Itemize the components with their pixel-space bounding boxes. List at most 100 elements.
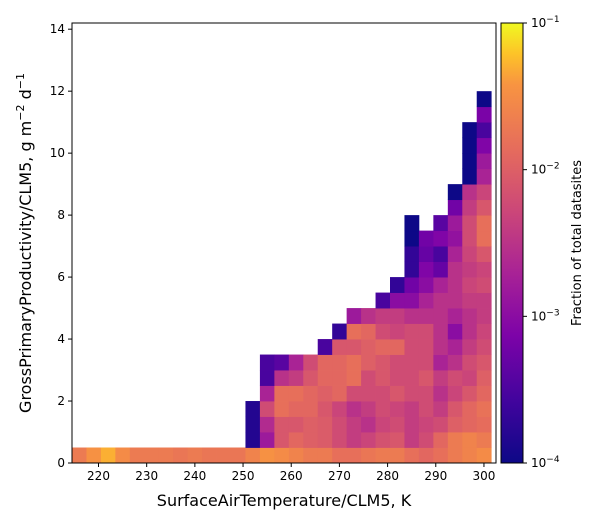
y-tick-label: 2 xyxy=(57,394,65,408)
x-tick-label: 250 xyxy=(232,469,255,483)
heatmap-cell xyxy=(476,432,492,448)
heatmap-cell xyxy=(303,370,319,386)
heatmap-cell xyxy=(447,215,463,232)
heatmap-cell xyxy=(361,370,376,386)
heatmap-cell xyxy=(462,292,478,309)
heatmap-cell xyxy=(447,447,463,464)
heatmap-cell xyxy=(404,339,420,355)
heatmap-cell xyxy=(476,137,492,154)
heatmap-cell xyxy=(447,370,463,386)
colorbar-tick-label: 10−1 xyxy=(531,15,560,30)
colorbar-tick-label: 10−2 xyxy=(531,162,560,177)
heatmap-cell xyxy=(317,416,333,433)
heatmap-cell xyxy=(332,432,348,448)
heatmap-cell xyxy=(433,277,449,293)
heatmap-cell xyxy=(433,447,449,464)
heatmap-cell xyxy=(274,370,290,386)
heatmap-cell xyxy=(447,261,463,278)
heatmap-cell xyxy=(418,432,434,448)
heatmap-cell xyxy=(346,432,362,448)
heatmap-cell xyxy=(476,370,492,386)
heatmap-cell xyxy=(259,370,275,386)
heatmap-cell xyxy=(462,153,478,170)
heatmap-cell xyxy=(375,416,391,433)
heatmap-cell xyxy=(462,277,478,293)
heatmap-cell xyxy=(462,370,478,386)
heatmap-cell xyxy=(245,432,261,448)
y-tick-label: 8 xyxy=(57,208,65,222)
heatmap-cell xyxy=(245,416,261,433)
heatmap-cell xyxy=(404,277,420,293)
x-tick-label: 300 xyxy=(473,469,496,483)
heatmap-cell xyxy=(404,401,420,417)
heatmap-cell xyxy=(418,354,434,371)
heatmap-cell xyxy=(346,416,362,433)
heatmap-cell xyxy=(361,339,376,355)
heatmap-cell xyxy=(332,323,348,340)
heatmap-cell xyxy=(433,339,449,355)
heatmap-cell xyxy=(476,416,492,433)
heatmap-cell xyxy=(476,184,492,201)
y-axis-label-mid: d xyxy=(16,89,35,104)
heatmap-cell xyxy=(418,447,434,464)
heatmap-cell xyxy=(361,432,376,448)
heatmap-cell xyxy=(332,416,348,433)
heatmap-cell xyxy=(375,308,391,324)
heatmap-cell xyxy=(476,323,492,340)
heatmap-cell xyxy=(462,184,478,201)
heatmap-cell xyxy=(390,308,405,324)
heatmap-cell xyxy=(418,323,434,340)
heatmap-cell xyxy=(317,401,333,417)
heatmap-cell xyxy=(462,168,478,185)
heatmap-cell xyxy=(245,401,261,417)
y-axis: 0 2 4 6 8 10 12 14 xyxy=(50,22,72,470)
heatmap-cell xyxy=(346,401,362,417)
y-axis-label-exp1: −2 xyxy=(14,105,27,121)
y-tick-label: 14 xyxy=(50,22,65,36)
x-tick-label: 270 xyxy=(328,469,351,483)
heatmap-cell xyxy=(447,354,463,371)
heatmap-cell xyxy=(462,122,478,139)
heatmap-cell xyxy=(332,339,348,355)
heatmap-cell xyxy=(433,215,449,232)
heatmap-cell xyxy=(462,230,478,247)
heatmap-cell xyxy=(476,168,492,185)
heatmap-cell xyxy=(476,447,492,464)
heatmap-cell xyxy=(245,447,261,464)
heatmap-cell xyxy=(332,354,348,371)
heatmap-cell xyxy=(462,246,478,262)
heatmap-cell xyxy=(259,447,275,464)
heatmap-cell xyxy=(404,370,420,386)
heatmap-cell xyxy=(274,416,290,433)
heatmap-cell xyxy=(418,401,434,417)
y-axis-label-main: GrossPrimaryProductivity/CLM5, g m xyxy=(16,121,35,413)
colorbar-ticks: 10−4 10−3 10−2 10−1 xyxy=(523,15,560,470)
heatmap-cell xyxy=(346,308,362,324)
heatmap-cell xyxy=(288,432,304,448)
heatmap-cell xyxy=(418,370,434,386)
heatmap-cell xyxy=(418,261,434,278)
heatmap-cell xyxy=(433,323,449,340)
heatmap-cell xyxy=(317,354,333,371)
heatmap-cell xyxy=(418,308,434,324)
y-tick-label: 10 xyxy=(50,146,65,160)
y-tick-label: 0 xyxy=(57,456,65,470)
heatmap-cell xyxy=(259,401,275,417)
heatmap-cell xyxy=(288,354,304,371)
heatmap-cell xyxy=(86,447,102,464)
heatmap-cell xyxy=(404,447,420,464)
heatmap-cell xyxy=(202,447,217,464)
x-axis-label: SurfaceAirTemperature/CLM5, K xyxy=(157,491,412,510)
heatmap-cell xyxy=(476,261,492,278)
heatmap-cell xyxy=(476,354,492,371)
heatmap-cell xyxy=(390,385,405,402)
heatmap-cell xyxy=(115,447,131,464)
heatmap-cell xyxy=(418,230,434,247)
heatmap-cell xyxy=(332,447,348,464)
heatmap-cell xyxy=(433,432,449,448)
heatmap-cell xyxy=(404,308,420,324)
x-tick-label: 230 xyxy=(135,469,158,483)
heatmap-cell xyxy=(274,432,290,448)
heatmap-cell xyxy=(303,385,319,402)
